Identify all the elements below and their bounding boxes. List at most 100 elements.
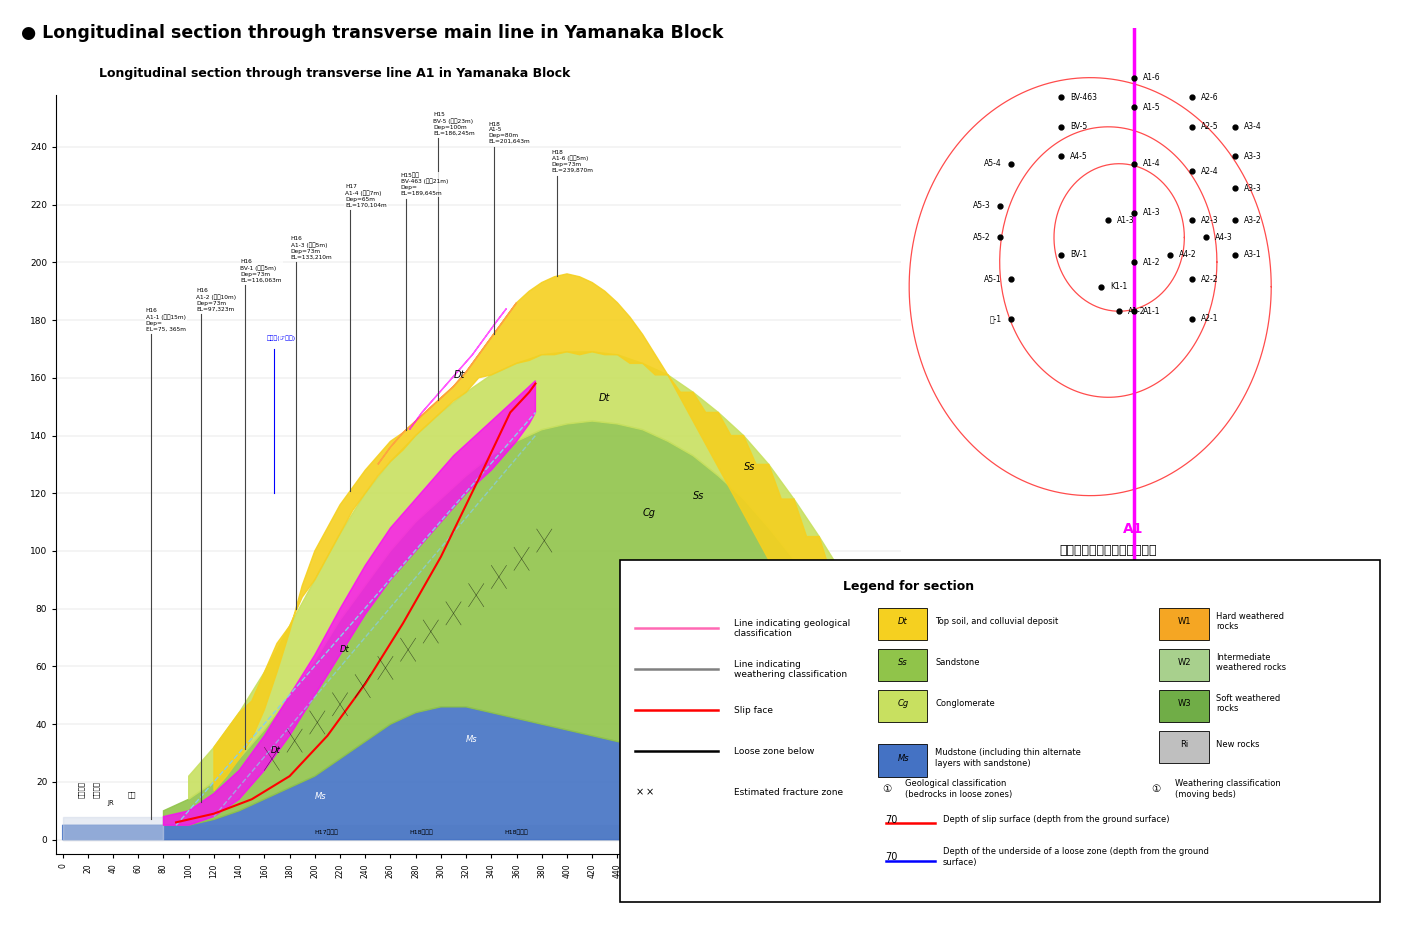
Text: H16
A1-1 (投刖15m)
Dep=
EL=75, 365m: H16 A1-1 (投刖15m) Dep= EL=75, 365m [146,308,186,331]
Text: Depth of slip surface (depth from the ground surface): Depth of slip surface (depth from the gr… [943,815,1169,824]
FancyBboxPatch shape [879,744,928,777]
Text: A2-3: A2-3 [1201,215,1218,225]
Text: Conglomerate: Conglomerate [935,698,995,708]
Text: H18検討会: H18検討会 [410,829,434,835]
Text: Estimated fracture zone: Estimated fracture zone [734,788,843,797]
Text: A2-1: A2-1 [1201,314,1218,323]
Text: Line indicating geological
classification: Line indicating geological classificatio… [734,619,850,638]
FancyBboxPatch shape [1159,649,1208,681]
Text: A2-6: A2-6 [1201,93,1218,102]
Text: Dt: Dt [598,393,610,403]
Polygon shape [189,352,895,799]
Text: Ss: Ss [769,572,780,582]
Text: A2-5: A2-5 [1201,122,1218,131]
Text: K1-1: K1-1 [1110,282,1128,291]
Text: Weathering classification
(moving beds): Weathering classification (moving beds) [1174,779,1280,798]
Polygon shape [62,707,895,840]
Text: New rocks: New rocks [1217,740,1260,749]
Text: A2-2: A2-2 [1201,275,1218,284]
Text: A4-3: A4-3 [1215,233,1233,242]
Text: A4-2: A4-2 [1178,251,1197,259]
Text: A3-4: A3-4 [1245,122,1262,131]
Text: A5-3: A5-3 [973,201,991,210]
Text: A4-5: A4-5 [1070,152,1088,160]
Polygon shape [163,421,895,826]
Text: A3-3: A3-3 [1245,184,1262,193]
Text: 国道１号: 国道１号 [93,781,100,798]
Text: 70: 70 [886,814,898,825]
Text: Ri: Ri [1180,740,1188,749]
Text: H16
A1-3 (投刖5m)
Dep=73m
EL=133,210m: H16 A1-3 (投刖5m) Dep=73m EL=133,210m [291,236,332,259]
Text: A3-3: A3-3 [1245,152,1262,160]
FancyBboxPatch shape [620,560,1380,902]
Text: Cg: Cg [807,664,819,674]
Text: Intermediate
weathered rocks: Intermediate weathered rocks [1217,653,1287,672]
Polygon shape [62,816,163,840]
Text: ①: ① [1152,784,1162,793]
Polygon shape [377,303,517,464]
Text: A5-4: A5-4 [984,159,1001,168]
Text: Ss: Ss [898,658,908,667]
Text: H15以前
BV-463 (投刖21m)
Dep=
EL=189,645m: H15以前 BV-463 (投刖21m) Dep= EL=189,645m [400,172,448,195]
Text: A1-5: A1-5 [1143,102,1160,112]
Text: H17検討会: H17検討会 [315,829,339,835]
Text: Ss: Ss [693,491,704,501]
Text: $\times\times$: $\times\times$ [635,787,653,797]
Text: Depth of the underside of a loose zone (depth from the ground
surface): Depth of the underside of a loose zone (… [943,847,1208,866]
Text: A1-2: A1-2 [1128,307,1146,316]
Text: Ms: Ms [897,754,910,763]
Text: W2: W2 [1177,658,1191,667]
Text: Ms: Ms [466,735,477,743]
Text: A1-2: A1-2 [1143,257,1160,267]
Text: H18接合会: H18接合会 [667,829,691,835]
Text: W3: W3 [1177,698,1191,708]
Text: 70: 70 [886,852,898,862]
Text: A1: A1 [1124,522,1143,535]
Text: Dt: Dt [270,746,280,755]
FancyBboxPatch shape [1159,731,1208,763]
Polygon shape [410,308,507,430]
Text: Cg: Cg [642,509,656,518]
Text: A1-1: A1-1 [1143,307,1160,316]
Text: H18検討会: H18検討会 [504,829,528,835]
Text: BV-1: BV-1 [1070,251,1087,259]
Text: H18
A1-6 (投刖5m)
Dep=73m
EL=239,870m: H18 A1-6 (投刖5m) Dep=73m EL=239,870m [552,150,594,173]
Text: A5-1: A5-1 [984,275,1001,284]
Text: Geological classification
(bedrocks in loose zones): Geological classification (bedrocks in l… [904,779,1012,798]
Text: Ss: Ss [743,462,755,473]
Text: 市道: 市道 [128,791,137,798]
Text: H16
A1-2 (投刖10m)
Dep=73m
EL=97,323m: H16 A1-2 (投刖10m) Dep=73m EL=97,323m [196,288,237,311]
Text: Dt: Dt [339,645,349,654]
Text: A1-3: A1-3 [1118,215,1135,225]
Text: Cg: Cg [897,698,908,708]
Text: W1: W1 [1177,617,1191,626]
Polygon shape [214,274,895,791]
Text: JR: JR [107,800,114,806]
Text: Dt: Dt [898,617,908,626]
Text: ● Longitudinal section through transverse main line in Yamanaka Block: ● Longitudinal section through transvers… [21,24,724,42]
Text: BV-463: BV-463 [1070,93,1097,102]
Text: Ms: Ms [315,792,327,801]
Text: Loose zone below: Loose zone below [734,747,814,755]
FancyBboxPatch shape [1159,690,1208,722]
Text: Soft weathered
rocks: Soft weathered rocks [1217,694,1281,713]
Text: H18
A1-5
Dep=80m
EL=201,643m: H18 A1-5 Dep=80m EL=201,643m [489,121,531,144]
Text: A3-1: A3-1 [1245,251,1262,259]
Text: Longitudinal section through transverse line A1 in Yamanaka Block: Longitudinal section through transverse … [100,66,570,80]
FancyBboxPatch shape [879,649,928,681]
Text: Sandstone: Sandstone [935,658,980,667]
Polygon shape [163,381,535,826]
Text: Line indicating
weathering classification: Line indicating weathering classificatio… [734,660,846,679]
Text: A1-6: A1-6 [1143,73,1160,83]
Text: H17
A1-4 (投刖7m)
Dep=65m
EL=170,104m: H17 A1-4 (投刖7m) Dep=65m EL=170,104m [345,184,387,208]
Text: BV-5: BV-5 [1070,122,1087,131]
Text: A2-4: A2-4 [1201,167,1218,176]
Text: H15
BV-5 (投刖23m)
Dep=100m
EL=186,245m: H15 BV-5 (投刖23m) Dep=100m EL=186,245m [434,112,474,136]
Text: A3-2: A3-2 [1245,215,1262,225]
Text: 駐-1: 駐-1 [990,314,1001,323]
Text: Slip face: Slip face [734,706,773,715]
Text: Dt: Dt [453,370,465,380]
Text: A1-3: A1-3 [1143,209,1160,217]
Text: ①: ① [881,784,891,793]
Text: Top soil, and colluvial deposit: Top soil, and colluvial deposit [935,617,1059,626]
